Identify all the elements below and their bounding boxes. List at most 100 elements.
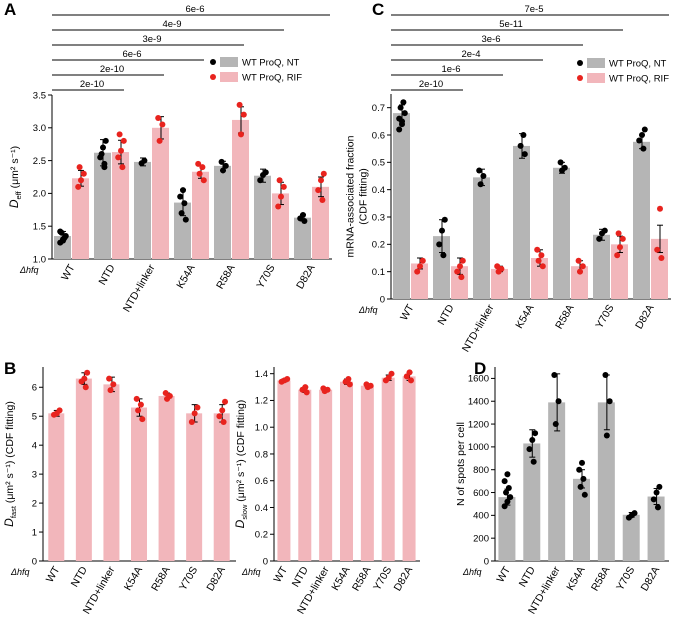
category-label: D82A [204,565,228,594]
y-axis-label: N of spots per cell [455,422,467,506]
legend-label: WT ProQ, NT [242,58,300,69]
category-label: NTD [517,564,538,589]
data-point [501,478,508,485]
category-label: WT [271,564,290,585]
data-point [530,458,537,465]
y-tick-label: 0.5 [372,158,385,169]
data-point [657,205,663,212]
y-axis-label-symbol: D [7,199,21,208]
bar-Y70S-s1 [381,377,395,561]
data-point [399,121,405,128]
panel-label: A [4,0,16,19]
data-point [118,147,124,154]
y-axis-label-subscript: fast [9,505,18,518]
data-point [407,377,414,384]
y-tick-label: 1.2 [255,396,268,407]
data-point [139,416,146,423]
y-tick-label: 1000 [468,442,489,453]
data-point [440,252,447,259]
y-tick-label: 3.5 [33,90,46,101]
data-point [436,241,443,248]
significance-label: 6e-6 [122,49,141,60]
bar-WT-s1 [498,497,516,561]
data-point [397,104,404,111]
data-point [400,99,407,106]
significance-label: 5e-11 [499,19,523,30]
data-point [102,137,109,144]
data-point [526,446,533,453]
data-point [654,246,661,253]
bar-K54A-s1 [174,202,191,259]
data-point [222,398,229,405]
bar-WT-s1 [393,113,410,299]
bar-NTD-s2 [451,266,468,299]
data-point [396,115,403,122]
category-label: D82A [633,303,657,332]
bar-NTD-s1 [298,389,312,561]
category-label: K54A [564,565,587,593]
y-axis-label-units: (μm² s⁻¹) (CDF fitting) [4,401,16,506]
bar-K54A-s2 [192,171,209,259]
data-point [640,145,647,152]
data-point [80,170,87,177]
data-point [507,494,514,501]
data-point [458,274,465,281]
data-point [401,110,408,117]
category-label: D82A [392,565,416,594]
data-point [302,384,309,391]
data-point [535,257,542,264]
data-point [457,263,463,270]
bar-NTD-s1 [523,443,541,561]
y-tick-label: 0.2 [372,240,385,251]
data-point [276,177,283,184]
data-point [76,164,83,171]
bar-NTD+linker-s1 [319,389,333,561]
data-point [155,114,162,121]
legend-label: WT ProQ, RIF [242,73,302,84]
category-label: NTD [290,564,311,589]
data-point [75,183,82,190]
panel-label: D [474,359,486,378]
y-axis-label-units: (μm² s⁻¹) (CDF fitting) [235,400,247,505]
y-axis-label-symbol: D [2,518,16,527]
data-point [577,268,583,275]
bar-R58A-s2 [571,266,588,299]
bar-D82A-s2 [312,186,329,259]
data-point [656,483,663,490]
data-point [220,419,227,426]
data-point [178,210,185,217]
panel-a: A 1.0 1.5 2.0 2.5 3.0 3.5 Deff (μm² s⁻¹) Δhfq WT N… [4,0,332,314]
data-point [166,392,173,399]
data-point [56,407,63,414]
bar-Y70S-s1 [622,514,640,561]
y-axis-label: mRNA-associated fraction [345,135,357,257]
panel-d: D 0 200 400 600 800 1000 1200 1400 1600 N of spots… [455,359,669,616]
category-label: Y70S [593,303,616,331]
data-point [476,167,483,174]
data-point [551,371,558,378]
y-tick-label: 0.4 [255,503,268,514]
data-point [653,489,660,496]
legend-marker [577,75,583,81]
legend-swatch [220,57,238,67]
significance-label: 6e-6 [185,4,204,15]
data-point [141,157,148,164]
panel-label: C [372,0,384,19]
bar-K54A-s1 [340,381,353,561]
data-point [617,244,623,251]
data-point [439,227,445,234]
data-point [177,193,184,200]
significance-label: 2e-10 [80,79,104,90]
data-point [107,387,114,394]
data-point [534,246,541,253]
data-point [182,216,189,223]
data-point [579,459,585,466]
category-label: Y70S [254,263,277,291]
y-tick-label: 3.0 [33,123,46,134]
bar-D82A-s1 [402,376,416,561]
data-point [262,169,269,176]
bar-D82A-s1 [294,217,311,259]
data-point [480,173,487,179]
data-point [315,187,322,194]
data-point [156,137,163,144]
